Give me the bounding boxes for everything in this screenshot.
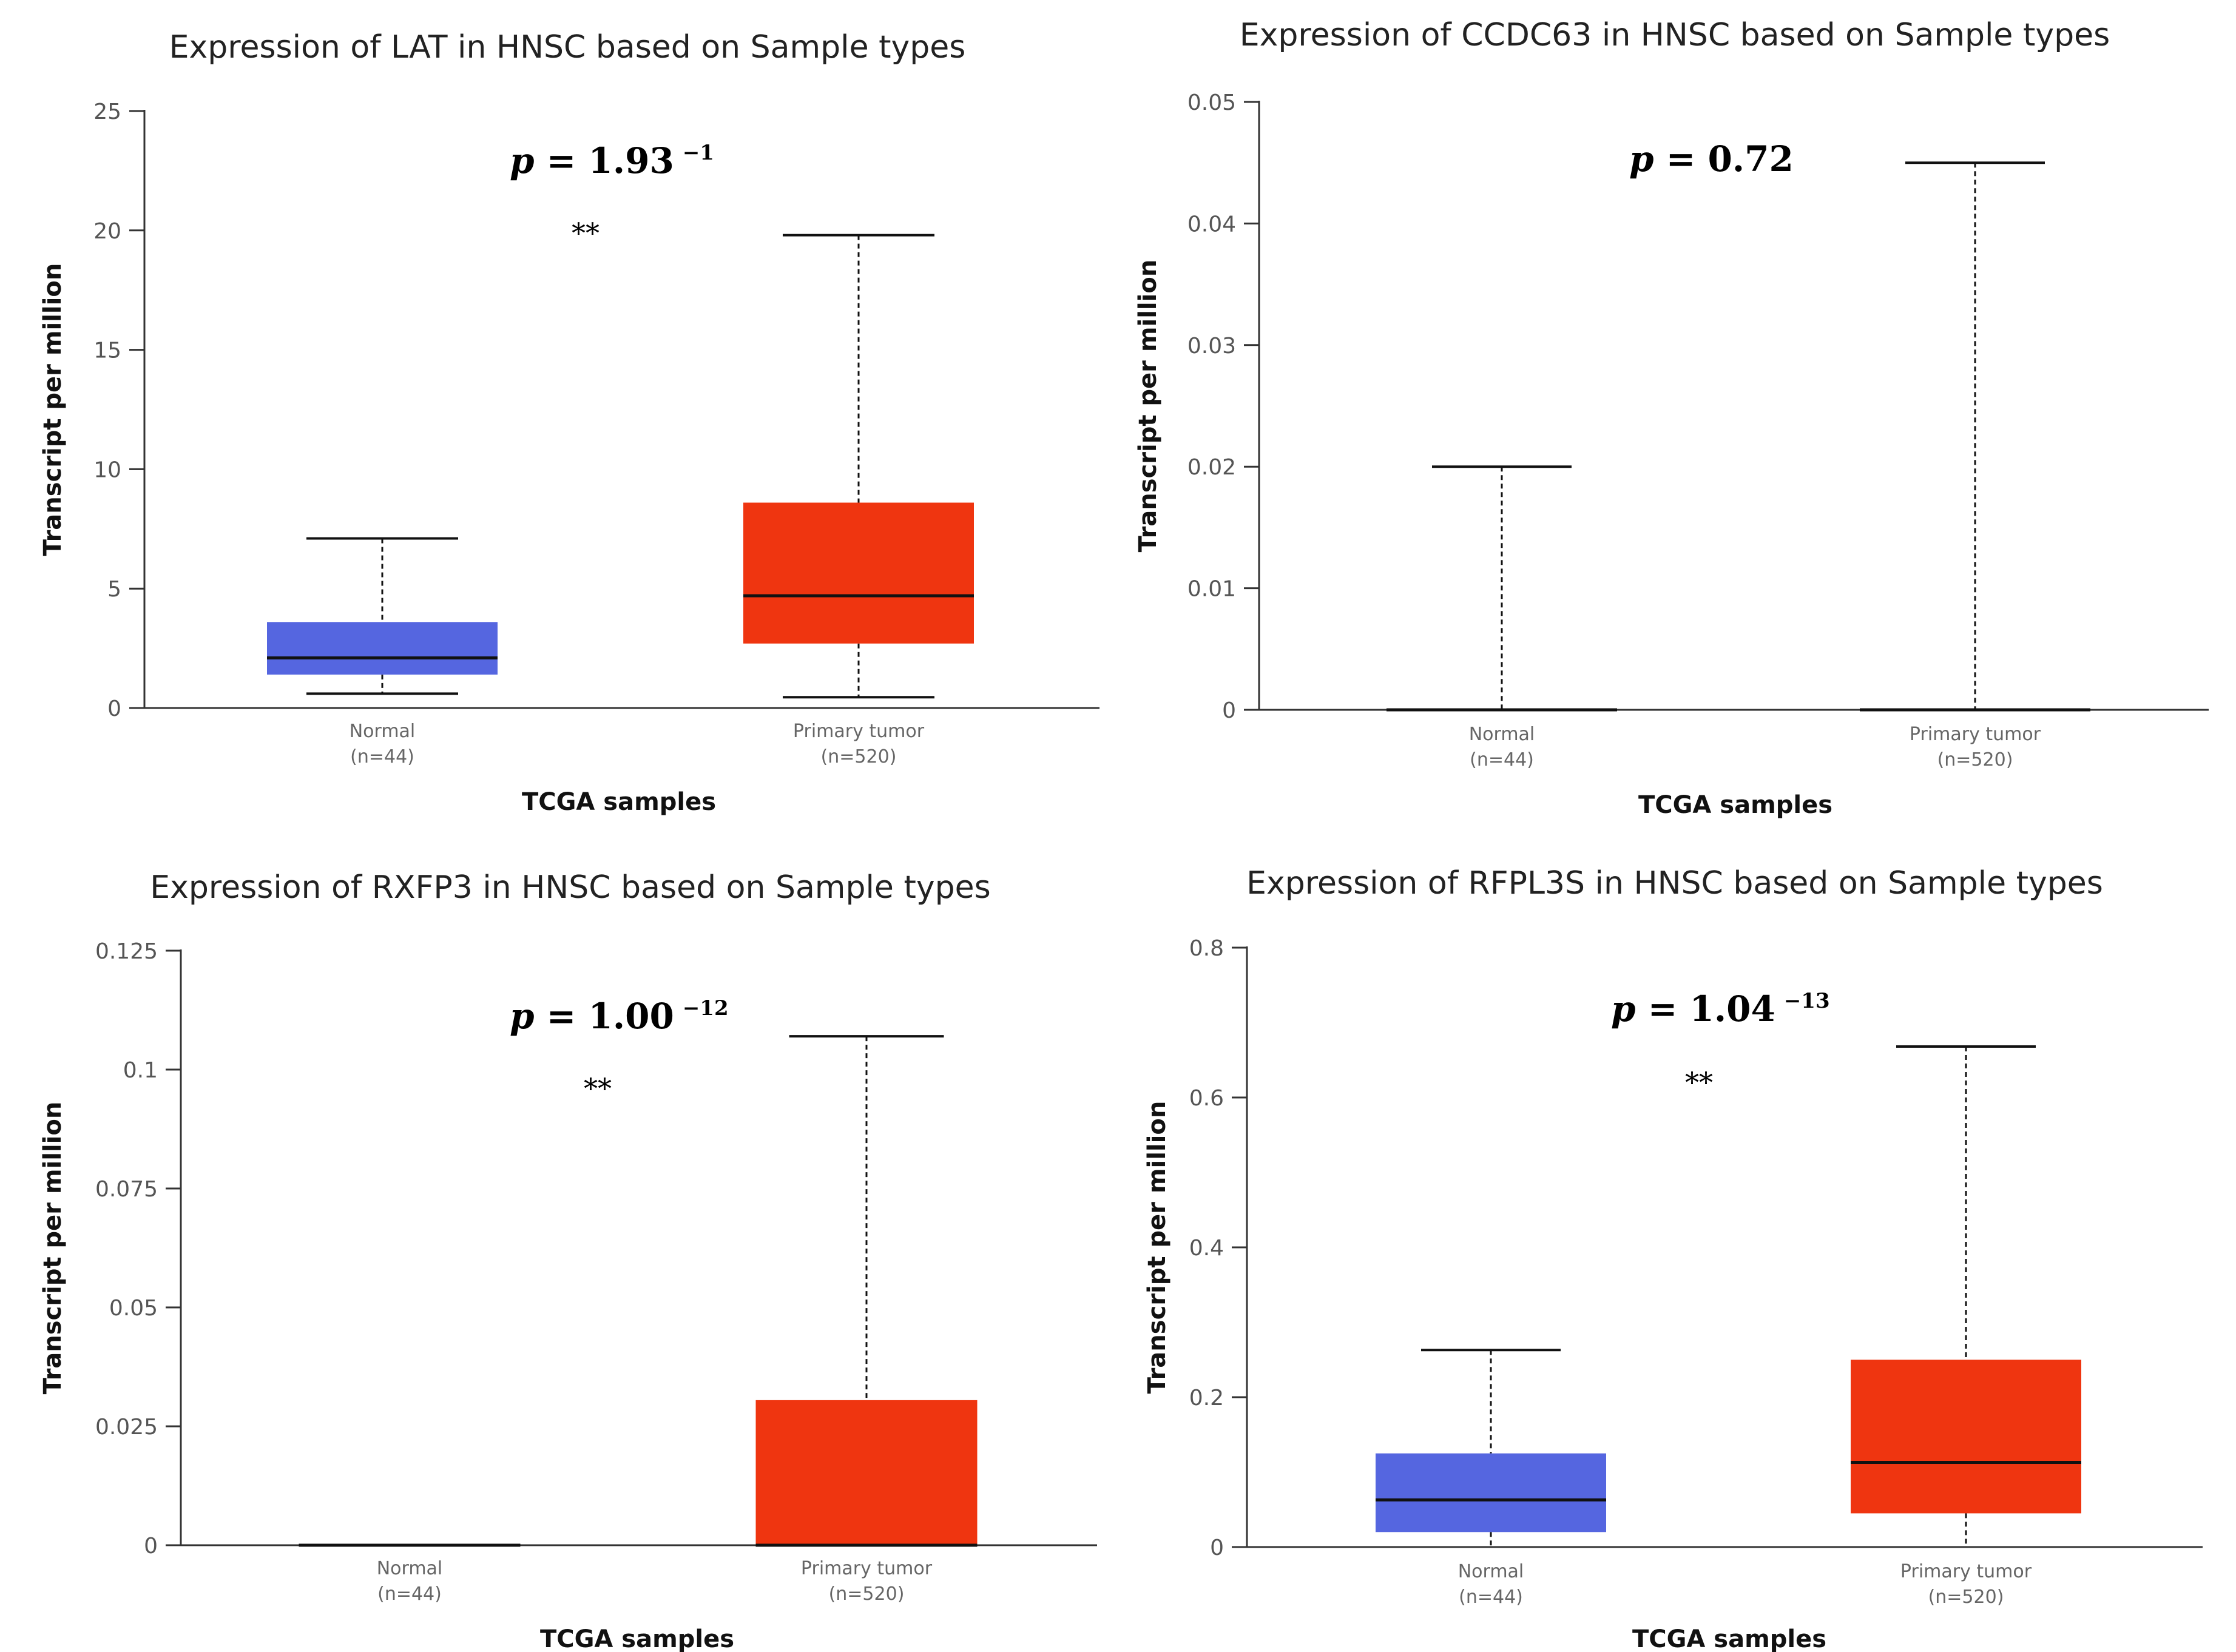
box-iqr (267, 622, 498, 675)
p-value-annotation: p = 1.93 −1 (510, 140, 714, 181)
y-tick-label: 0 (1222, 698, 1236, 723)
box-normal (1387, 465, 1617, 712)
x-axis-label: TCGA samples (540, 1625, 734, 1652)
y-tick-label: 0 (144, 1534, 158, 1559)
y-axis-label: Transcript per million (1143, 1101, 1171, 1394)
box-iqr (755, 1400, 978, 1545)
chart-panel-2: Expression of CCDC63 in HNSC based on Sa… (1134, 17, 2209, 819)
box-iqr (1376, 1453, 1606, 1532)
y-tick-label: 0 (1210, 1536, 1224, 1560)
category-count: (n=520) (1937, 749, 2013, 770)
category-count: (n=44) (377, 1583, 442, 1605)
y-tick-label: 25 (93, 99, 121, 124)
x-axis-label: TCGA samples (1632, 1625, 1826, 1652)
significance-marker: ** (572, 217, 600, 249)
box-primary-tumor (1860, 161, 2090, 712)
category-label: Primary tumor (1900, 1561, 2032, 1582)
category-label: Normal (350, 721, 416, 742)
category-count: (n=520) (829, 1583, 905, 1605)
p-value-text: = 1.00 (535, 996, 674, 1037)
y-axis-label: Transcript per million (39, 263, 67, 556)
p-symbol: p (1629, 138, 1654, 180)
chart-panel-1: Expression of LAT in HNSC based on Sampl… (39, 29, 1099, 816)
significance-marker: ** (1685, 1066, 1713, 1099)
category-count: (n=44) (350, 746, 414, 767)
chart-panel-3: Expression of RXFP3 in HNSC based on Sam… (39, 869, 1097, 1652)
box-normal (267, 537, 498, 695)
y-tick-label: 0.02 (1187, 455, 1236, 480)
x-axis-label: TCGA samples (1638, 791, 1832, 819)
category-label: Normal (377, 1558, 443, 1579)
y-tick-label: 0.8 (1189, 936, 1224, 961)
category-label: Normal (1469, 724, 1535, 745)
y-tick-label: 0.05 (109, 1296, 158, 1321)
y-tick-label: 0.05 (1187, 90, 1236, 115)
box-normal (1376, 1349, 1606, 1547)
y-tick-label: 0.025 (95, 1415, 158, 1440)
p-value-annotation: p = 1.04 −13 (1611, 988, 1830, 1030)
category-label: Primary tumor (1910, 724, 2041, 745)
category-count: (n=520) (1928, 1586, 2004, 1608)
category-count: (n=44) (1459, 1586, 1523, 1608)
y-tick-label: 0 (107, 696, 121, 721)
p-value-annotation: p = 1.00 −12 (510, 996, 729, 1037)
y-axis-label: Transcript per million (39, 1102, 67, 1395)
box-iqr (1851, 1360, 2081, 1514)
y-tick-label: 0.01 (1187, 577, 1236, 602)
box-primary-tumor (1851, 1045, 2081, 1547)
y-tick-label: 0.03 (1187, 334, 1236, 359)
p-value-text: = 1.04 (1636, 988, 1775, 1030)
p-value-exponent: −13 (1784, 989, 1830, 1013)
p-symbol: p (1611, 988, 1636, 1030)
p-value-exponent: −12 (683, 996, 729, 1020)
y-tick-label: 20 (93, 219, 121, 244)
y-tick-label: 0.4 (1189, 1236, 1224, 1261)
category-label: Primary tumor (793, 721, 925, 742)
p-value-text: = 1.93 (535, 140, 674, 181)
chart-title: Expression of RFPL3S in HNSC based on Sa… (1246, 865, 2103, 902)
p-symbol: p (510, 996, 535, 1037)
significance-marker: ** (584, 1072, 612, 1105)
y-tick-label: 0.2 (1189, 1386, 1224, 1411)
p-value-annotation: p = 0.72 (1629, 138, 1794, 180)
p-symbol: p (510, 140, 535, 181)
y-tick-label: 15 (93, 339, 121, 363)
category-count: (n=520) (821, 746, 897, 767)
y-tick-label: 0.075 (95, 1177, 158, 1202)
chart-title: Expression of CCDC63 in HNSC based on Sa… (1240, 17, 2110, 53)
box-primary-tumor (743, 234, 974, 699)
y-axis-label: Transcript per million (1134, 260, 1162, 553)
p-value-text: = 0.72 (1654, 138, 1794, 180)
chart-title: Expression of RXFP3 in HNSC based on Sam… (150, 869, 990, 906)
y-tick-label: 5 (107, 577, 121, 602)
y-tick-label: 0.1 (123, 1058, 158, 1083)
box-iqr (743, 502, 974, 644)
y-tick-label: 0.04 (1187, 212, 1236, 237)
chart-title: Expression of LAT in HNSC based on Sampl… (169, 29, 966, 66)
category-label: Primary tumor (801, 1558, 933, 1579)
box-primary-tumor (755, 1035, 978, 1547)
y-tick-label: 0.125 (95, 939, 158, 964)
chart-panel-4: Expression of RFPL3S in HNSC based on Sa… (1143, 865, 2203, 1652)
p-value-exponent: −1 (683, 141, 714, 165)
y-tick-label: 10 (93, 457, 121, 482)
category-label: Normal (1458, 1561, 1524, 1582)
x-axis-label: TCGA samples (522, 788, 716, 816)
y-tick-label: 0.6 (1189, 1086, 1224, 1111)
category-count: (n=44) (1470, 749, 1534, 770)
